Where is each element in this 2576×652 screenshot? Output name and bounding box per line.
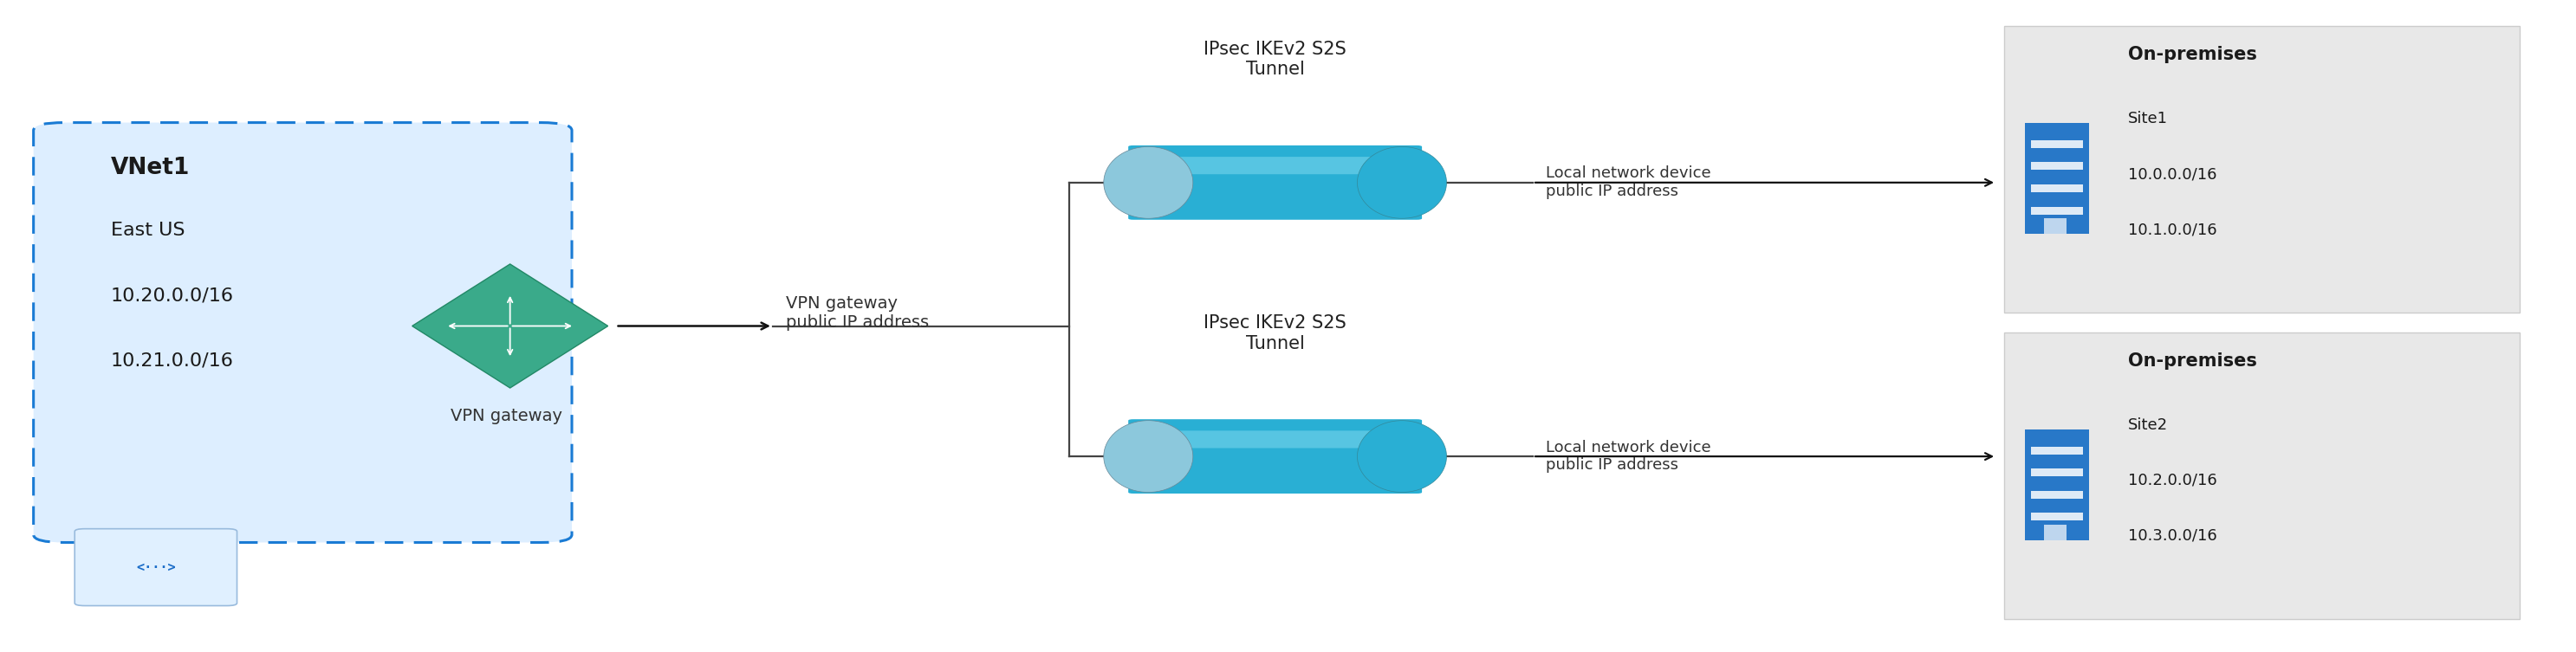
Text: 10.2.0.0/16: 10.2.0.0/16 (2128, 473, 2218, 488)
FancyBboxPatch shape (2043, 218, 2066, 234)
Text: East US: East US (111, 222, 185, 239)
Text: On-premises: On-premises (2128, 352, 2257, 370)
Text: 10.21.0.0/16: 10.21.0.0/16 (111, 352, 234, 370)
FancyBboxPatch shape (2025, 430, 2089, 541)
FancyBboxPatch shape (75, 529, 237, 606)
FancyBboxPatch shape (2030, 469, 2081, 477)
Text: 10.0.0.0/16: 10.0.0.0/16 (2128, 166, 2215, 182)
FancyBboxPatch shape (2030, 185, 2081, 192)
Text: Local network device
public IP address: Local network device public IP address (1546, 439, 1710, 473)
Ellipse shape (1103, 421, 1193, 492)
FancyBboxPatch shape (1128, 419, 1422, 494)
FancyBboxPatch shape (2030, 207, 2081, 215)
Text: Site2: Site2 (2128, 417, 2169, 433)
Text: VPN gateway
public IP address: VPN gateway public IP address (786, 295, 930, 331)
FancyBboxPatch shape (2043, 525, 2066, 541)
FancyBboxPatch shape (2030, 491, 2081, 499)
FancyBboxPatch shape (2030, 447, 2081, 454)
Text: IPsec IKEv2 S2S
Tunnel: IPsec IKEv2 S2S Tunnel (1203, 41, 1347, 78)
FancyBboxPatch shape (1144, 431, 1406, 448)
FancyBboxPatch shape (1128, 145, 1422, 220)
FancyBboxPatch shape (2030, 162, 2081, 170)
Ellipse shape (1358, 147, 1448, 218)
Text: 10.1.0.0/16: 10.1.0.0/16 (2128, 222, 2218, 237)
Text: 10.20.0.0/16: 10.20.0.0/16 (111, 287, 234, 304)
Ellipse shape (1103, 147, 1193, 218)
FancyBboxPatch shape (33, 123, 572, 542)
FancyBboxPatch shape (2004, 333, 2519, 619)
Text: <···>: <···> (137, 561, 175, 574)
Text: Local network device
public IP address: Local network device public IP address (1546, 166, 1710, 200)
Text: Site1: Site1 (2128, 111, 2166, 126)
Text: 10.3.0.0/16: 10.3.0.0/16 (2128, 528, 2218, 544)
Ellipse shape (1358, 421, 1448, 492)
Text: VPN gateway: VPN gateway (451, 408, 562, 424)
FancyBboxPatch shape (2025, 123, 2089, 234)
FancyBboxPatch shape (2030, 140, 2081, 148)
Text: IPsec IKEv2 S2S
Tunnel: IPsec IKEv2 S2S Tunnel (1203, 315, 1347, 352)
FancyBboxPatch shape (2030, 513, 2081, 521)
Text: On-premises: On-premises (2128, 46, 2257, 63)
FancyBboxPatch shape (2004, 26, 2519, 313)
FancyBboxPatch shape (1144, 157, 1406, 174)
Text: VNet1: VNet1 (111, 156, 191, 179)
Polygon shape (412, 264, 608, 388)
